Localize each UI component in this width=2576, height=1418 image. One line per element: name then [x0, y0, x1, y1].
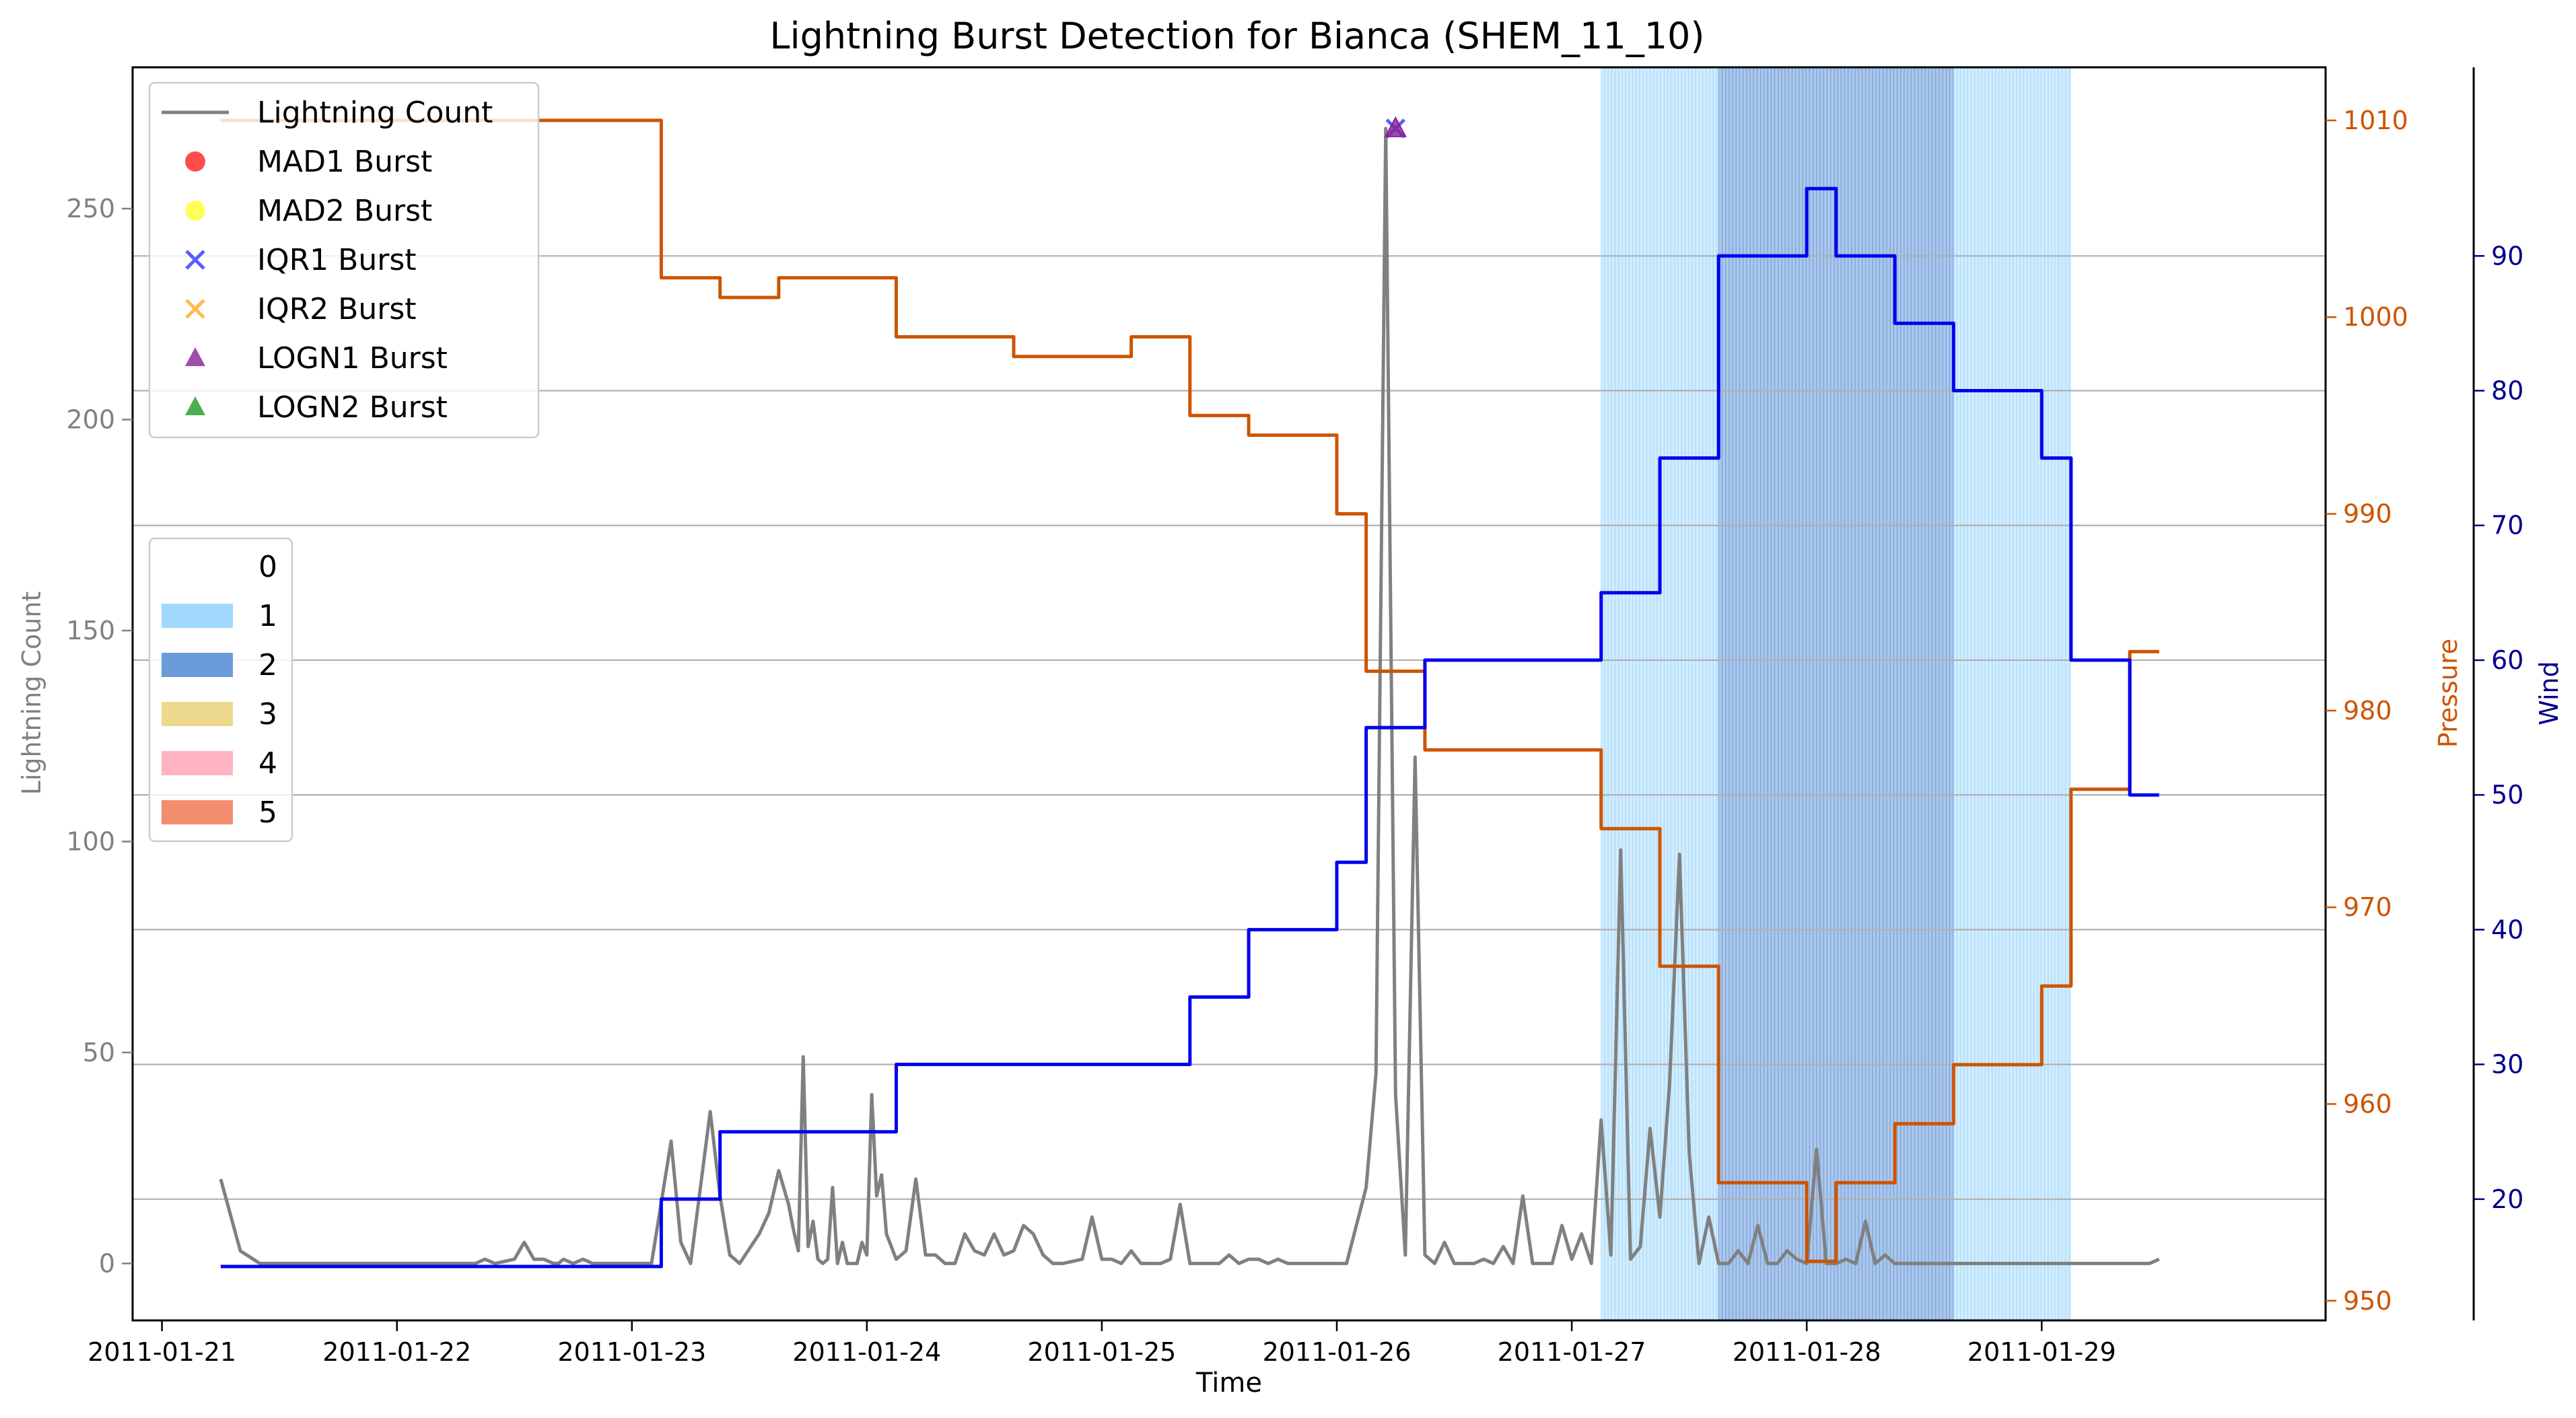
legend-swatch-x [185, 250, 205, 270]
category-label: 3 [258, 697, 277, 732]
legend-swatch-triangle [185, 347, 205, 366]
pressure-tick-label: 990 [2343, 499, 2392, 529]
wind-tick-label: 30 [2491, 1050, 2523, 1079]
pressure-tick-label: 950 [2343, 1286, 2392, 1316]
y-tick-label: 150 [66, 616, 115, 645]
category-label: 1 [258, 599, 277, 633]
category-swatch-5 [162, 800, 233, 824]
y-tick-label: 250 [66, 194, 115, 223]
x-tick-label: 2011-01-29 [1968, 1337, 2116, 1367]
y-tick-label: 200 [66, 404, 115, 434]
burst-marker-2 [1384, 116, 1407, 137]
chart-title: Lightning Burst Detection for Bianca (SH… [770, 15, 1705, 57]
legend-label: LOGN1 Burst [257, 341, 448, 376]
pressure-tick-label: 970 [2343, 892, 2392, 922]
series-legend-box [148, 81, 540, 439]
x-tick-label: 2011-01-23 [557, 1337, 706, 1367]
category-label: 2 [258, 648, 277, 682]
category-legend: 0 1 2 3 4 5 [148, 537, 293, 843]
legend-swatch-circle [185, 151, 205, 172]
legend-label: MAD1 Burst [257, 145, 432, 179]
y-tick-label: 100 [66, 826, 115, 856]
y-tick-label: 0 [99, 1248, 115, 1278]
x-tick-label: 2011-01-26 [1263, 1337, 1412, 1367]
y-tick-label: 50 [83, 1038, 115, 1067]
x-tick-label: 2011-01-25 [1027, 1337, 1176, 1367]
wind-tick-label: 90 [2491, 241, 2523, 271]
wind-tick-label: 40 [2491, 915, 2523, 944]
wind-tick-label: 80 [2491, 376, 2523, 406]
axes: 2011-01-21 2011-01-22 2011-01-23 2011-01-24… [66, 67, 2523, 1367]
pressure-axis-label: Pressure [2433, 639, 2463, 748]
grid-lines [133, 255, 2326, 1200]
wind-tick-label: 20 [2491, 1184, 2523, 1214]
legend-label: MAD2 Burst [257, 194, 432, 228]
wind-tick-label: 60 [2491, 645, 2523, 675]
x-tick-label: 2011-01-21 [88, 1337, 236, 1367]
category-swatch-2 [162, 653, 233, 677]
category-label: 0 [258, 550, 277, 584]
wind-axis-label: Wind [2534, 661, 2564, 725]
x-tick-label: 2011-01-22 [322, 1337, 471, 1367]
category-label: 5 [258, 795, 277, 830]
category-swatch-4 [162, 751, 233, 775]
pressure-tick-label: 960 [2343, 1089, 2392, 1119]
legend-label: IQR1 Burst [257, 243, 417, 277]
legend-swatch-triangle [185, 396, 205, 415]
x-axis-label: Time [1195, 1368, 1262, 1398]
wind-tick-label: 70 [2491, 511, 2523, 540]
x-tick-label: 2011-01-27 [1498, 1337, 1646, 1367]
category-label: 4 [258, 746, 277, 781]
legend-label: IQR2 Burst [257, 292, 417, 326]
category-swatch-1 [162, 604, 233, 628]
series-lines [219, 118, 2160, 1269]
wind-tick-label: 50 [2491, 780, 2523, 810]
x-tick-label: 2011-01-28 [1733, 1337, 1881, 1367]
legend-label: Lightning Count [257, 96, 493, 130]
plot-frame [131, 66, 2327, 1322]
category-swatch-3 [162, 702, 233, 726]
pressure-tick-label: 1000 [2343, 302, 2408, 332]
pressure-tick-label: 1010 [2343, 106, 2408, 135]
lightning-count-line [219, 127, 2160, 1265]
burst-markers [1384, 116, 1407, 139]
legend-swatch-x [185, 299, 205, 319]
x-tick-label: 2011-01-24 [792, 1337, 941, 1367]
legend-swatch-circle [185, 201, 205, 221]
pressure-tick-label: 980 [2343, 696, 2392, 725]
legend-label: LOGN2 Burst [257, 390, 448, 425]
y-axis-label: Lightning Count [17, 592, 46, 795]
series-legend: Lightning Count MAD1 Burst MAD2 Burst IQR1 … [148, 81, 540, 439]
wind-line [220, 186, 2159, 1269]
